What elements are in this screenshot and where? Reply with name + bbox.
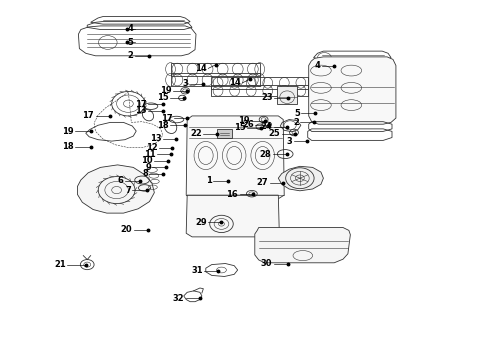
Text: 2: 2 xyxy=(127,51,133,60)
Text: 26: 26 xyxy=(242,120,254,130)
Text: 17: 17 xyxy=(82,112,94,120)
Text: 22: 22 xyxy=(190,130,202,139)
Text: 29: 29 xyxy=(195,218,207,227)
Text: 2: 2 xyxy=(293,118,299,127)
Text: 6: 6 xyxy=(118,176,123,185)
Polygon shape xyxy=(255,228,350,263)
Text: 4: 4 xyxy=(315,61,320,70)
Text: 7: 7 xyxy=(125,186,131,195)
FancyBboxPatch shape xyxy=(277,86,297,104)
Text: 13: 13 xyxy=(135,107,147,116)
Text: 13: 13 xyxy=(150,134,162,143)
Text: 17: 17 xyxy=(135,100,147,109)
Text: 11: 11 xyxy=(144,150,156,159)
Text: 14: 14 xyxy=(229,78,241,87)
Text: 15: 15 xyxy=(234,123,246,132)
Text: 3: 3 xyxy=(286,137,292,146)
Text: 24: 24 xyxy=(261,122,272,131)
Text: 16: 16 xyxy=(226,190,238,199)
Text: 5: 5 xyxy=(127,38,133,47)
Polygon shape xyxy=(309,57,396,124)
Text: 8: 8 xyxy=(142,169,148,178)
Text: 31: 31 xyxy=(191,266,203,275)
Text: 10: 10 xyxy=(141,156,153,166)
Polygon shape xyxy=(186,195,279,237)
Text: 17: 17 xyxy=(161,114,172,122)
Text: 5: 5 xyxy=(294,109,300,118)
Text: 28: 28 xyxy=(260,150,271,159)
Text: 27: 27 xyxy=(256,179,268,188)
FancyBboxPatch shape xyxy=(217,129,232,138)
Text: 15: 15 xyxy=(157,94,169,103)
Text: 18: 18 xyxy=(157,121,169,130)
Text: 9: 9 xyxy=(145,163,151,172)
Polygon shape xyxy=(278,166,323,191)
Polygon shape xyxy=(77,165,154,213)
Text: 14: 14 xyxy=(195,64,207,73)
Text: 19: 19 xyxy=(238,116,250,125)
Text: 19: 19 xyxy=(160,86,172,95)
Text: 18: 18 xyxy=(62,143,74,152)
Text: 3: 3 xyxy=(182,79,188,88)
Text: 20: 20 xyxy=(121,225,132,234)
Text: 21: 21 xyxy=(54,260,66,269)
Text: 4: 4 xyxy=(127,24,133,33)
Text: 30: 30 xyxy=(261,259,272,268)
Text: 32: 32 xyxy=(172,294,184,302)
Text: 19: 19 xyxy=(62,127,74,136)
Text: 12: 12 xyxy=(146,143,158,152)
Text: 1: 1 xyxy=(206,176,212,185)
Text: 23: 23 xyxy=(261,94,273,103)
Polygon shape xyxy=(186,116,284,199)
Text: 25: 25 xyxy=(269,130,280,139)
